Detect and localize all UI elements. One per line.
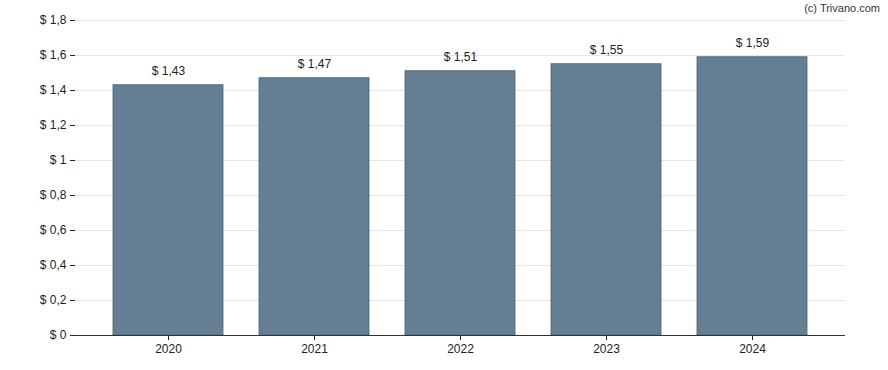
svg-text:$ 1,8: $ 1,8	[40, 13, 67, 27]
svg-text:$ 1,43: $ 1,43	[152, 64, 186, 78]
svg-text:2022: 2022	[447, 342, 474, 356]
svg-text:$ 1: $ 1	[50, 153, 67, 167]
svg-text:2021: 2021	[301, 342, 328, 356]
svg-text:2023: 2023	[593, 342, 620, 356]
svg-text:2020: 2020	[155, 342, 182, 356]
svg-text:$ 0,4: $ 0,4	[40, 258, 67, 272]
svg-text:$ 1,6: $ 1,6	[40, 48, 67, 62]
svg-text:$ 1,51: $ 1,51	[444, 50, 478, 64]
svg-text:$ 0,6: $ 0,6	[40, 223, 67, 237]
svg-text:$ 1,59: $ 1,59	[736, 36, 770, 50]
svg-text:$ 1,47: $ 1,47	[298, 57, 332, 71]
svg-text:$ 0: $ 0	[50, 328, 67, 342]
svg-text:2024: 2024	[739, 342, 766, 356]
svg-text:$ 0,2: $ 0,2	[40, 293, 67, 307]
svg-text:$ 1,4: $ 1,4	[40, 83, 67, 97]
svg-text:$ 1,2: $ 1,2	[40, 118, 67, 132]
html-text:(c) Trivano.com: (c) Trivano.com	[804, 2, 880, 14]
svg-text:$ 1,55: $ 1,55	[590, 43, 624, 57]
svg-text:$ 0,8: $ 0,8	[40, 188, 67, 202]
